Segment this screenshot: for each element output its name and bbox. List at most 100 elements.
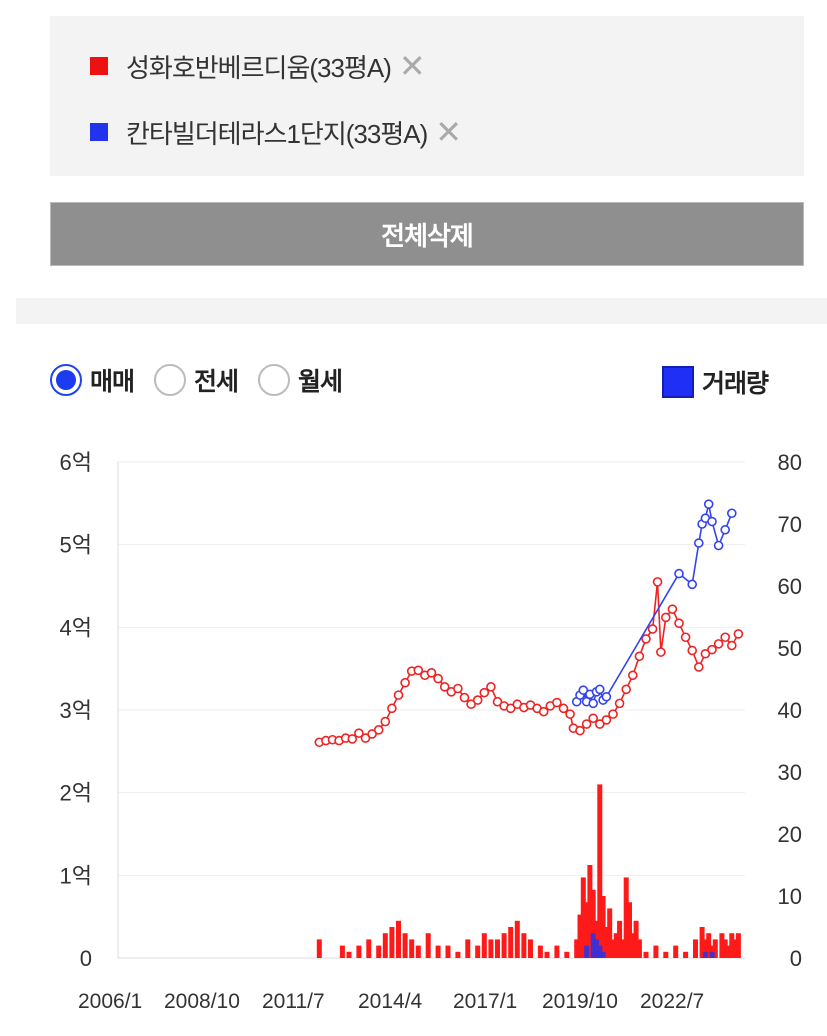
price-series — [571, 499, 737, 709]
volume-bar — [712, 939, 718, 958]
price-point — [400, 677, 410, 688]
price-point — [466, 699, 476, 710]
volume-toggle-label: 거래량 — [702, 370, 769, 398]
price-point — [707, 516, 717, 527]
price-point — [505, 703, 516, 714]
volume-toggle[interactable]: 거래량 — [662, 364, 769, 400]
radio-jeonse[interactable]: 전세 — [154, 362, 239, 398]
volume-bar — [587, 865, 593, 958]
y-right-tick-label: 40 — [778, 698, 802, 723]
volume-bar — [732, 939, 738, 958]
volume-bar — [521, 933, 527, 958]
y-right-tick-label: 60 — [778, 574, 802, 599]
volume-bar — [722, 939, 728, 958]
volume-bar — [580, 877, 586, 958]
price-point — [608, 709, 618, 719]
volume-bar — [594, 939, 599, 958]
delete-all-button[interactable]: 전체삭제 — [50, 202, 804, 266]
volume-series — [316, 784, 741, 958]
price-point — [439, 682, 450, 692]
volume-bar — [577, 914, 583, 958]
radio-unchecked-icon — [154, 364, 187, 396]
volume-bar — [465, 939, 471, 958]
volume-bar — [607, 908, 613, 958]
volume-bar — [600, 951, 606, 958]
price-point — [693, 538, 704, 548]
price-point — [693, 662, 704, 672]
volume-bar — [636, 939, 642, 958]
price-point — [652, 577, 663, 587]
price-point — [614, 698, 625, 709]
price-point — [667, 604, 678, 614]
compare-list: 성화호반베르디움(33평A) ✕ 칸타빌더테라스1단지(33평A) ✕ — [50, 16, 804, 176]
volume-bar — [673, 945, 679, 958]
volume-bar — [564, 951, 570, 958]
price-point — [726, 508, 737, 519]
price-point — [680, 632, 691, 643]
price-point — [588, 698, 599, 709]
volume-bar — [475, 945, 481, 958]
price-point — [426, 668, 437, 678]
price-point — [601, 691, 612, 702]
volume-bar — [528, 939, 533, 958]
radio-trade[interactable]: 매매 — [50, 362, 135, 398]
price-point — [380, 716, 391, 727]
volume-bar — [544, 951, 550, 958]
price-point — [674, 618, 684, 628]
volume-bar — [415, 945, 421, 958]
blue-square-icon — [90, 123, 108, 141]
volume-bar — [709, 951, 715, 958]
volume-bar — [584, 945, 590, 958]
volume-bar — [663, 951, 669, 958]
y-right-tick-label: 50 — [778, 636, 802, 661]
volume-bar — [699, 927, 705, 958]
price-point — [558, 703, 569, 714]
price-point — [393, 690, 404, 700]
price-point — [700, 648, 711, 659]
volume-bar — [508, 927, 514, 958]
price-point — [588, 713, 599, 724]
price-point — [726, 640, 737, 651]
volume-bar — [702, 951, 708, 958]
volume-bar — [435, 945, 441, 958]
volume-bar — [445, 945, 451, 958]
price-point — [634, 651, 645, 662]
y-right-tick-label: 70 — [778, 512, 802, 537]
y-right-tick-label: 80 — [778, 450, 802, 475]
price-point — [733, 629, 744, 639]
volume-bar — [590, 933, 596, 958]
close-icon[interactable]: ✕ — [398, 48, 426, 84]
price-point — [387, 703, 397, 714]
volume-bar — [501, 933, 507, 958]
volume-bar — [376, 945, 382, 958]
radio-checked-icon — [50, 364, 82, 396]
price-point — [565, 709, 575, 719]
close-icon[interactable]: ✕ — [435, 114, 462, 150]
y-right-tick-label: 20 — [778, 822, 802, 847]
volume-bar — [597, 784, 603, 958]
section-divider — [16, 298, 827, 324]
price-point — [687, 645, 698, 656]
price-point — [552, 697, 562, 708]
volume-bar — [735, 933, 741, 958]
y-right-tick-label: 0 — [790, 946, 802, 971]
volume-bar — [597, 945, 603, 958]
price-series — [314, 577, 744, 748]
price-point — [720, 524, 731, 535]
price-point — [453, 683, 463, 694]
price-line — [575, 504, 733, 707]
volume-bar — [495, 939, 500, 958]
volume-bar — [554, 945, 560, 958]
price-point — [433, 673, 443, 684]
volume-bar — [653, 945, 659, 958]
price-point — [347, 734, 358, 744]
y-left-tick-label: 0 — [80, 946, 92, 971]
price-point — [360, 733, 371, 743]
price-point — [720, 632, 731, 643]
volume-bar — [346, 951, 352, 958]
price-point — [641, 634, 651, 644]
volume-bar — [630, 933, 636, 958]
volume-bar — [620, 939, 626, 958]
price-point — [594, 684, 605, 695]
radio-monthly-rent[interactable]: 월세 — [258, 362, 343, 398]
